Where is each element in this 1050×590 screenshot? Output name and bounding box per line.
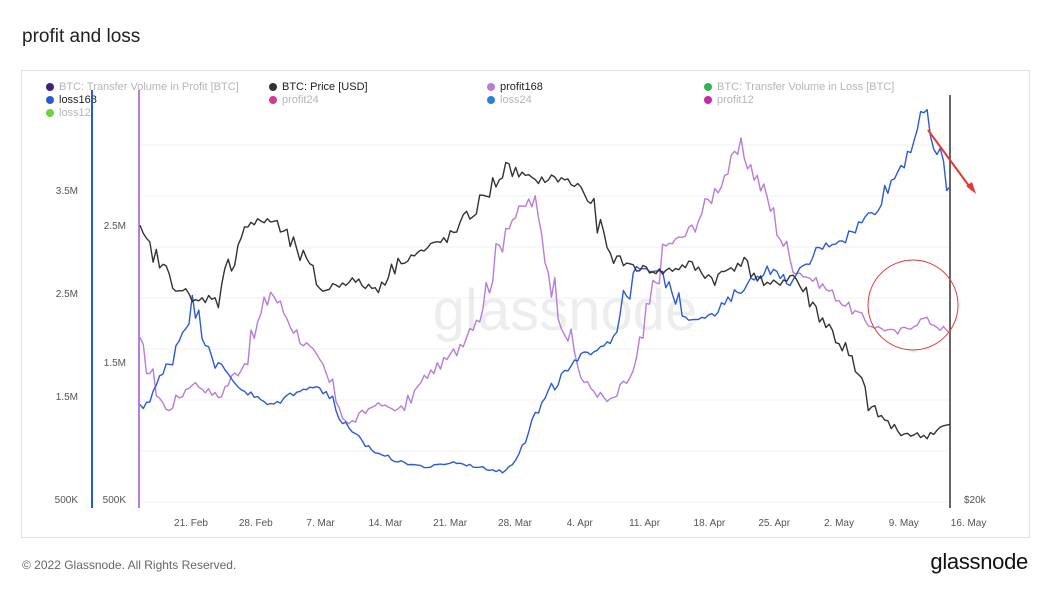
legend-item-transfer-volume-loss[interactable]: BTC: Transfer Volume in Loss [BTC] xyxy=(704,81,894,93)
legend-dot xyxy=(704,96,712,104)
legend-dot xyxy=(269,96,277,104)
chart-title: profit and loss xyxy=(22,26,141,47)
axis-tick-label: 2.5M xyxy=(56,289,78,300)
legend-label: loss12 xyxy=(59,107,91,119)
x-tick-label: 9. May xyxy=(889,518,919,529)
axis-tick-label: 3.5M xyxy=(56,186,78,197)
glassnode-logo: glassnode xyxy=(930,549,1028,574)
x-tick-label: 18. Apr xyxy=(694,518,726,529)
annotation-arrow-line xyxy=(927,129,973,191)
legend-label: loss168 xyxy=(59,94,97,106)
copyright-text: © 2022 Glassnode. All Rights Reserved. xyxy=(22,558,237,572)
x-tick-label: 16. May xyxy=(951,518,987,529)
x-tick-label: 28. Feb xyxy=(239,518,273,529)
series-line-btc-price-usd- xyxy=(139,161,951,440)
chart-frame xyxy=(21,70,1030,538)
legend-item-loss24[interactable]: loss24 xyxy=(487,94,532,106)
annotation-circle xyxy=(867,259,959,351)
axis-tick-label: $20k xyxy=(964,495,987,506)
axis-tick-label: 2.5M xyxy=(104,221,126,232)
legend-item-profit168[interactable]: profit168 xyxy=(487,81,543,93)
annotation-arrow-head xyxy=(966,182,976,194)
x-tick-label: 7. Mar xyxy=(306,518,335,529)
x-tick-label: 25. Apr xyxy=(758,518,790,529)
legend-label: BTC: Price [USD] xyxy=(282,81,368,93)
legend: BTC: Transfer Volume in Profit [BTC] BTC… xyxy=(28,78,988,122)
legend-item-transfer-volume-profit[interactable]: BTC: Transfer Volume in Profit [BTC] xyxy=(46,81,239,93)
legend-label: loss24 xyxy=(500,94,532,106)
legend-item-profit12[interactable]: profit12 xyxy=(704,94,754,106)
axis-tick-label: 500K xyxy=(55,495,79,506)
legend-label: profit168 xyxy=(500,81,543,93)
legend-item-profit24[interactable]: profit24 xyxy=(269,94,319,106)
x-tick-label: 11. Apr xyxy=(629,518,661,529)
legend-dot xyxy=(487,96,495,104)
watermark: glassnode xyxy=(433,278,697,343)
series-line-loss168 xyxy=(139,108,951,474)
x-tick-label: 21. Mar xyxy=(433,518,468,529)
series-line-profit168 xyxy=(139,137,951,425)
legend-label: profit24 xyxy=(282,94,319,106)
x-tick-label: 21. Feb xyxy=(174,518,208,529)
legend-label: BTC: Transfer Volume in Profit [BTC] xyxy=(59,81,239,93)
legend-label: profit12 xyxy=(717,94,754,106)
legend-dot xyxy=(46,109,54,117)
x-tick-label: 4. Apr xyxy=(567,518,594,529)
legend-item-loss168[interactable]: loss168 xyxy=(46,94,97,106)
x-tick-label: 2. May xyxy=(824,518,854,529)
legend-dot xyxy=(46,96,54,104)
x-tick-label: 14. Mar xyxy=(368,518,403,529)
legend-item-loss12[interactable]: loss12 xyxy=(46,107,91,119)
legend-dot xyxy=(269,83,277,91)
legend-dot xyxy=(487,83,495,91)
legend-label: BTC: Transfer Volume in Loss [BTC] xyxy=(717,81,895,93)
axis-tick-label: 500K xyxy=(103,495,127,506)
axis-tick-label: 1.5M xyxy=(104,358,126,369)
legend-item-price[interactable]: BTC: Price [USD] xyxy=(269,81,368,93)
legend-dot xyxy=(46,83,54,91)
x-tick-label: 28. Mar xyxy=(498,518,533,529)
axis-tick-label: 1.5M xyxy=(56,392,78,403)
legend-dot xyxy=(704,83,712,91)
